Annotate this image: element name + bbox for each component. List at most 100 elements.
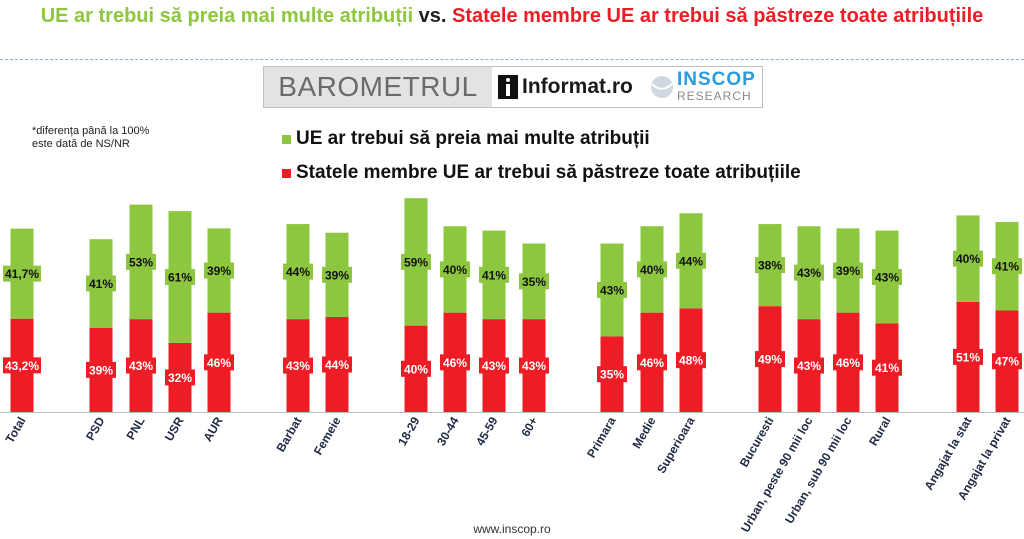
data-label-red-12: 46% [640,356,664,370]
data-label-green-17-box [872,269,902,285]
chart-title: UE ar trebui să preia mai multe atribuți… [0,4,1024,28]
data-label-red-7-box [401,360,431,377]
data-label-green-4-box [204,262,234,279]
footnote: *diferența până la 100% este dată de NS/… [32,125,150,150]
data-label-red-2-box [126,357,156,374]
data-label-red-11-box [597,366,627,383]
data-label-red-10: 43% [522,359,546,373]
data-label-red-1-box [86,361,116,378]
category-label-13: Superioara [654,414,698,476]
data-label-red-18: 51% [956,350,980,364]
title-part-red: Statele membre UE ar trebui să păstreze … [451,5,984,27]
data-label-green-16-box [833,262,863,279]
informat-logo-mark [498,75,518,99]
category-label-0: Total [3,415,29,446]
data-label-red-19: 47% [995,355,1019,369]
legend-label-green: UE ar trebui să preia mai multe atribuți… [296,128,650,149]
inscop-subtitle: RESEARCH [677,89,752,103]
category-label-5: Barbat [273,415,304,455]
data-label-green-14-box [755,257,785,274]
data-label-red-17-box [872,359,902,376]
data-label-green-2: 53% [129,255,153,269]
data-label-red-14: 49% [758,353,782,367]
title-part-green: UE ar trebui să preia mai multe atribuți… [40,5,414,27]
data-label-green-18-box [953,250,983,267]
data-label-green-7: 59% [404,255,428,269]
category-label-17: Rural [866,415,893,449]
data-label-green-10: 35% [522,275,546,289]
barometer-logo: BAROMETRUL [264,67,492,107]
category-label-8: 30-44 [434,414,462,448]
category-label-3: USR [162,414,187,443]
data-label-green-6-box [322,266,352,283]
data-label-green-5: 44% [286,265,310,279]
data-label-green-8: 40% [443,263,467,277]
data-label-green-13-box [676,252,706,269]
data-label-red-15: 43% [797,359,821,373]
data-label-red-16: 46% [836,356,860,370]
data-label-red-15-box [794,357,824,374]
data-label-green-12-box [637,261,667,278]
data-label-red-6: 44% [325,358,349,372]
data-label-red-3-box [165,369,195,386]
data-label-green-15-box [794,264,824,281]
data-label-green-15: 43% [797,266,821,280]
data-label-green-8-box [440,261,470,278]
data-label-red-19-box [992,353,1022,370]
data-label-red-8-box [440,354,470,371]
header-divider [0,59,1024,60]
legend-label-red: Statele membre UE ar trebui să păstreze … [296,162,801,183]
data-label-red-13-box [676,352,706,369]
data-label-red-0-box [3,357,41,374]
data-label-red-0: 43,2% [5,359,39,373]
data-label-green-1-box [86,275,116,292]
data-label-green-2-box [126,253,156,270]
data-label-red-5-box [283,357,313,374]
data-label-green-19-box [992,258,1022,275]
footer-url: www.inscop.ro [473,522,551,536]
data-label-green-19: 41% [995,260,1019,274]
data-label-green-0: 41,7% [5,267,39,281]
inscop-globe-icon [651,76,674,98]
category-label-10: 60+ [518,415,540,440]
data-label-red-12-box [637,354,667,371]
data-label-green-7-box [401,253,431,270]
title-vs: vs. [418,5,447,27]
category-label-7: 18-29 [395,414,423,448]
data-label-red-5: 43% [286,359,310,373]
data-label-red-9-box [479,357,509,374]
inscop-logo: INSCOP RESEARCH [649,67,762,107]
data-label-red-9: 43% [482,359,506,373]
data-label-green-12: 40% [640,263,664,277]
data-label-green-11: 43% [600,283,624,297]
data-label-red-16-box [833,354,863,371]
category-label-9: 45-59 [473,414,501,448]
data-label-green-13: 44% [679,254,703,268]
data-label-green-11-box [597,281,627,298]
data-label-green-17: 43% [875,271,899,285]
data-label-red-13: 48% [679,354,703,368]
data-label-green-18: 40% [956,252,980,266]
data-label-red-4-box [204,354,234,371]
data-label-green-10-box [519,273,549,290]
data-label-green-0-box [3,265,41,282]
inscop-name: INSCOP [677,69,756,90]
data-label-red-8: 46% [443,356,467,370]
data-label-green-6: 39% [325,268,349,282]
data-label-green-1: 41% [89,277,113,291]
data-label-red-3: 32% [168,371,192,385]
category-label-4: AUR [200,414,225,444]
informat-logo: Informat.ro [522,75,633,98]
data-label-green-4: 39% [207,264,231,278]
category-label-15: Urban, peste 90 mii loc [738,414,816,534]
data-label-red-1: 39% [89,363,113,377]
category-label-11: Primara [584,414,619,460]
legend-swatch-red [282,169,291,178]
data-label-green-14: 38% [758,259,782,273]
data-label-green-3: 61% [168,271,192,285]
data-label-red-7: 40% [404,362,428,376]
data-label-red-17: 41% [875,361,899,375]
data-label-red-4: 46% [207,356,231,370]
data-label-red-6-box [322,356,352,373]
